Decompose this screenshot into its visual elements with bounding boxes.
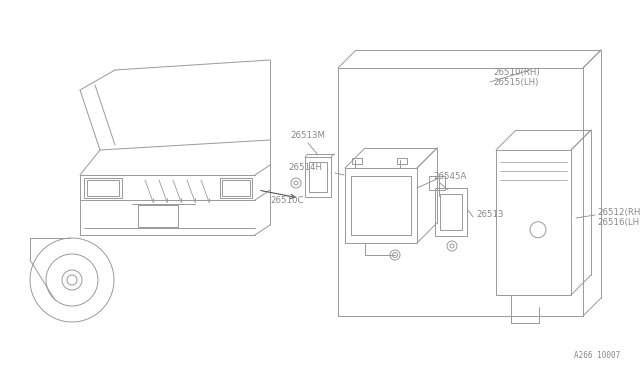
Bar (397, 158, 407, 164)
Bar (351, 176, 411, 235)
Text: 26510C: 26510C (270, 196, 303, 205)
Bar (345, 168, 417, 243)
Bar (138, 205, 178, 227)
Bar (305, 157, 331, 197)
Text: 26513: 26513 (476, 210, 504, 219)
Bar (440, 194, 462, 230)
Text: A266 10007: A266 10007 (573, 351, 620, 360)
Bar (429, 176, 445, 190)
Bar (87, 180, 119, 196)
Text: 26545A: 26545A (433, 172, 467, 181)
Bar (309, 162, 327, 192)
Text: 26512(RH)
26516(LH): 26512(RH) 26516(LH) (597, 208, 640, 227)
Bar (222, 180, 250, 196)
Text: 26514H: 26514H (288, 163, 322, 172)
Text: 26513M: 26513M (290, 131, 325, 140)
Bar (352, 158, 362, 164)
Bar (435, 188, 467, 236)
Bar (496, 150, 571, 295)
Text: 26510(RH)
26515(LH): 26510(RH) 26515(LH) (493, 68, 540, 87)
Bar (220, 178, 252, 198)
Bar (84, 178, 122, 198)
